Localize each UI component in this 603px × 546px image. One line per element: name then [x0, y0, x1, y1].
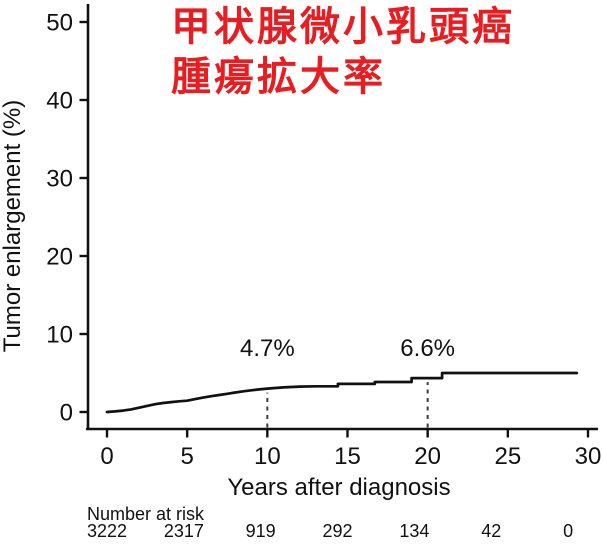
annotation-percent-label: 4.7% [240, 335, 295, 362]
y-tick-label: 0 [60, 400, 73, 427]
y-tick-label: 50 [46, 10, 73, 37]
chart-title: 甲状腺微小乳頭癌 腫瘍拡大率 [171, 2, 515, 102]
x-tick-label: 0 [100, 443, 113, 470]
y-tick-label: 10 [46, 322, 73, 349]
x-tick-label: 30 [575, 443, 602, 470]
y-tick-label: 40 [46, 88, 73, 115]
number-at-risk-value: 919 [245, 521, 276, 541]
chart-title-line2: 腫瘍拡大率 [171, 55, 386, 99]
y-tick-label: 30 [46, 166, 73, 193]
y-tick-label: 20 [46, 244, 73, 271]
number-at-risk-value: 134 [399, 521, 430, 541]
x-tick-label: 10 [254, 443, 281, 470]
chart-title-line1: 甲状腺微小乳頭癌 [171, 5, 515, 49]
x-tick-label: 20 [414, 443, 441, 470]
x-tick-label: 25 [494, 443, 521, 470]
number-at-risk-value: 0 [563, 521, 574, 541]
annotation-percent-label: 6.6% [400, 335, 455, 362]
number-at-risk-label: Number at risk [87, 504, 205, 524]
number-at-risk-value: 3222 [86, 521, 128, 541]
y-axis-label: Tumor enlargement (%) [0, 99, 26, 353]
number-at-risk-value: 2317 [163, 521, 204, 541]
number-at-risk-value: 292 [322, 521, 353, 541]
x-tick-label: 5 [180, 443, 193, 470]
x-tick-label: 15 [334, 443, 361, 470]
x-axis-label: Years after diagnosis [227, 474, 451, 501]
enlargement-curve [105, 371, 579, 414]
number-at-risk-value: 42 [481, 521, 502, 541]
